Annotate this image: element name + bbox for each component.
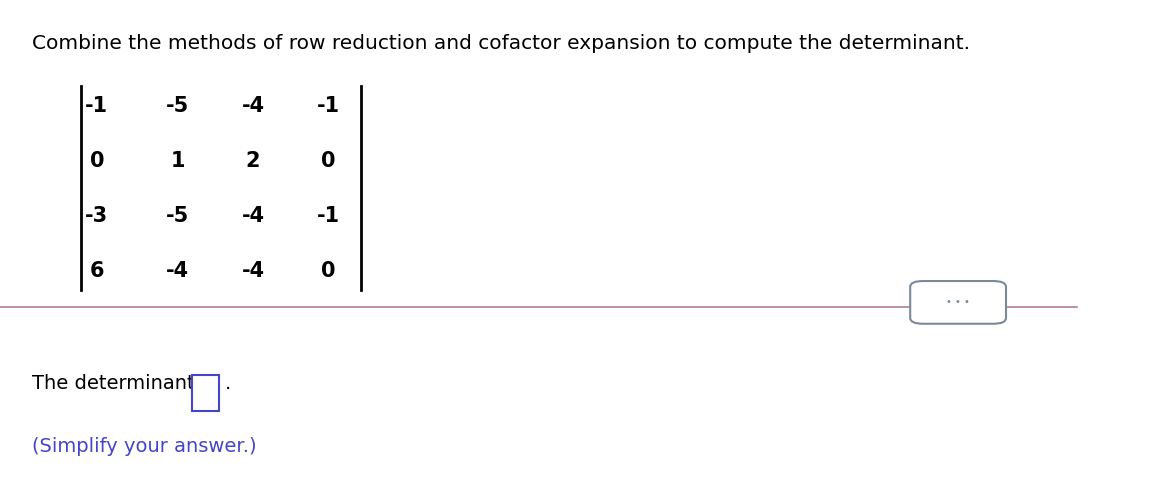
Text: .: . bbox=[225, 374, 231, 394]
FancyBboxPatch shape bbox=[192, 374, 218, 411]
Text: (Simplify your answer.): (Simplify your answer.) bbox=[32, 437, 256, 456]
Text: -1: -1 bbox=[316, 206, 340, 226]
Text: 0: 0 bbox=[90, 151, 105, 171]
Text: 6: 6 bbox=[90, 261, 105, 281]
Text: -4: -4 bbox=[242, 96, 264, 116]
Text: -4: -4 bbox=[242, 261, 264, 281]
Text: 1: 1 bbox=[170, 151, 185, 171]
Text: -4: -4 bbox=[166, 261, 190, 281]
Text: -1: -1 bbox=[85, 96, 108, 116]
Text: -5: -5 bbox=[166, 96, 190, 116]
Text: 0: 0 bbox=[321, 261, 336, 281]
FancyBboxPatch shape bbox=[910, 281, 1006, 324]
Text: 2: 2 bbox=[246, 151, 260, 171]
Text: The determinant is: The determinant is bbox=[32, 374, 223, 394]
Text: -4: -4 bbox=[242, 206, 264, 226]
Text: 0: 0 bbox=[321, 151, 336, 171]
Text: -1: -1 bbox=[316, 96, 340, 116]
Text: -3: -3 bbox=[85, 206, 108, 226]
Text: -5: -5 bbox=[166, 206, 190, 226]
Text: • • •: • • • bbox=[946, 298, 971, 307]
Text: Combine the methods of row reduction and cofactor expansion to compute the deter: Combine the methods of row reduction and… bbox=[32, 34, 971, 53]
